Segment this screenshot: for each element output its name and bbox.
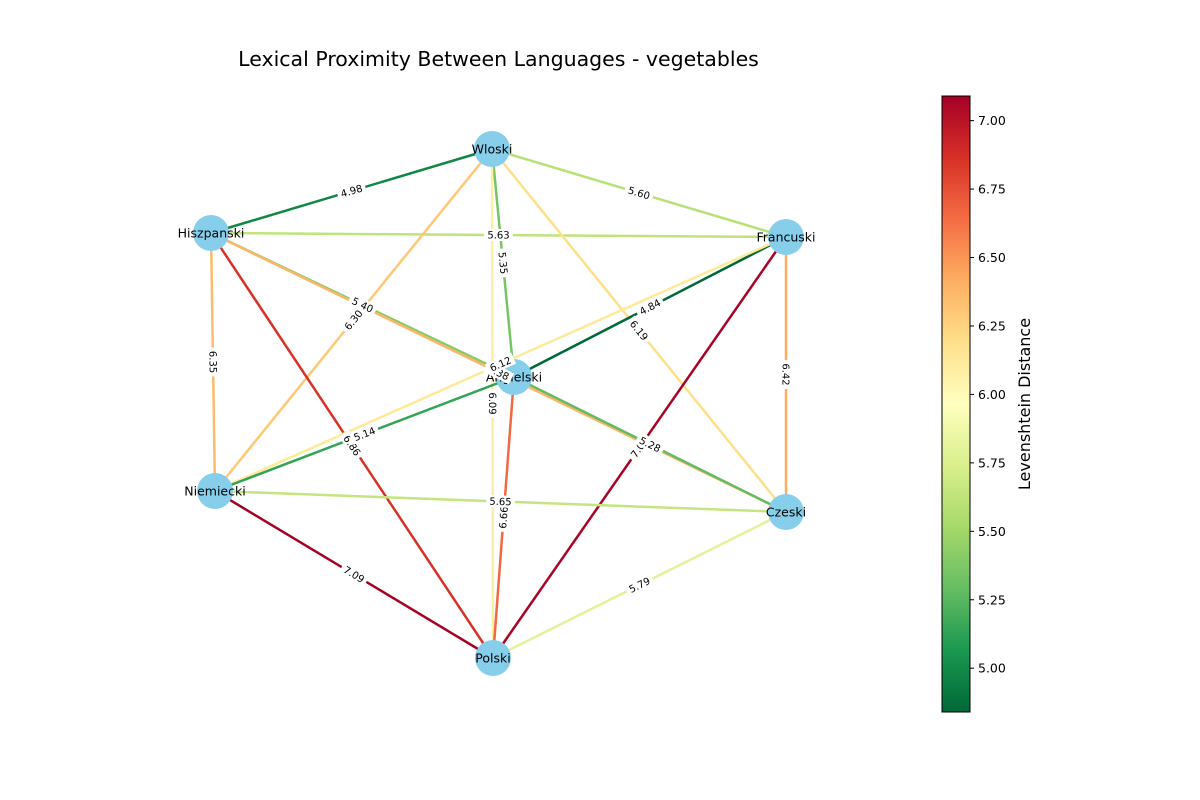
node-niemiecki	[197, 473, 233, 509]
edge-weight-label: 6.42	[780, 363, 791, 385]
node-label-polski: Polski	[475, 651, 510, 666]
edge-label-background	[485, 494, 516, 509]
edge-label-background	[496, 502, 511, 533]
edge-label-background	[206, 347, 220, 377]
edge-label-background	[634, 295, 666, 319]
edge-weight-label: 6.09	[486, 392, 497, 414]
colorbar-tick-label: 6.50	[978, 250, 1006, 265]
edge-label-background	[338, 561, 370, 588]
edge-label-background	[484, 228, 513, 242]
edge-label-background	[623, 183, 655, 203]
colorbar-tick-label: 5.00	[978, 661, 1006, 676]
edge-label-group: 5.79	[623, 573, 656, 597]
edge-label-group: 6.35	[206, 347, 220, 377]
edge-weight-label: 5.35	[495, 251, 508, 274]
edge-label-group: 6.30	[339, 305, 368, 335]
colorbar-gradient	[941, 95, 971, 713]
edge-label-background	[634, 432, 666, 457]
edge-label-background	[625, 315, 653, 346]
edge-weight-label: 5.63	[487, 230, 509, 241]
edge-label-background	[348, 423, 381, 445]
colorbar-tick-label: 5.75	[978, 455, 1006, 470]
edge-label-group: 6.42	[780, 360, 792, 389]
edge-label-group: 7.09	[338, 561, 370, 588]
edge-label-group: 5.65	[485, 494, 516, 509]
colorbar-tick-label: 5.50	[978, 524, 1006, 539]
colorbar-tick-label: 5.25	[978, 592, 1006, 607]
node-label-hiszpanski: Hiszpanski	[178, 226, 245, 241]
edge-label-group: 6.19	[625, 315, 653, 346]
edge-label-group: 6.09	[486, 389, 499, 418]
edge-weight-label: 4.98	[340, 183, 364, 200]
edge-label-group: 6.66	[496, 502, 511, 533]
colorbar-label: Levenshtein Distance	[1015, 318, 1034, 490]
edge-label-background	[339, 430, 365, 461]
edge-label-background	[335, 181, 368, 201]
node-hiszpanski	[193, 215, 229, 251]
edge-label-background	[339, 305, 368, 335]
node-francuski	[768, 219, 804, 255]
edge-weight-label: 6.66	[498, 506, 511, 529]
edge-weight-label: 5.65	[489, 497, 512, 509]
edge-label-group: 5.35	[495, 248, 511, 278]
node-polski	[475, 640, 511, 676]
node-label-niemiecki: Niemiecki	[184, 484, 245, 499]
edge-label-background	[780, 360, 792, 389]
colorbar-tick-label: 7.00	[978, 113, 1006, 128]
edge-weight-label: 5.79	[628, 576, 653, 596]
edge-label-background	[495, 248, 511, 278]
colorbar-tick-label: 6.25	[978, 318, 1006, 333]
node-wloski	[474, 131, 510, 167]
node-label-francuski: Francuski	[756, 230, 815, 245]
edge-weight-label: 5.60	[626, 185, 650, 202]
colorbar: 5.00 5.25 5.50 5.75 6.00 6.25 6.50 6.75 7.00 Leve…	[941, 95, 1034, 713]
colorbar-tick-label: 6.00	[978, 387, 1006, 402]
edge-label-group: 4.98	[335, 181, 368, 201]
node-label-czeski: Czeski	[766, 505, 806, 520]
edge-weight-label: 6.35	[206, 351, 217, 373]
edge-label-background	[484, 352, 517, 376]
chart-title: Lexical Proximity Between Languages - ve…	[238, 47, 759, 71]
edge-label-group: 5.60	[623, 183, 655, 203]
colorbar-tick-label: 6.75	[978, 182, 1006, 197]
edge-label-group: 5.14	[348, 423, 381, 445]
node-czeski	[768, 494, 804, 530]
edge-label-group: 5.63	[484, 228, 513, 242]
edge-label-background	[346, 293, 379, 317]
edge-label-background	[486, 389, 499, 418]
node-label-wloski: Wloski	[472, 142, 513, 157]
edge-label-background	[623, 573, 656, 597]
edge-labels-layer: 4.98 5.605.635.355.406.30 6.196.096.356.86…	[206, 181, 792, 597]
